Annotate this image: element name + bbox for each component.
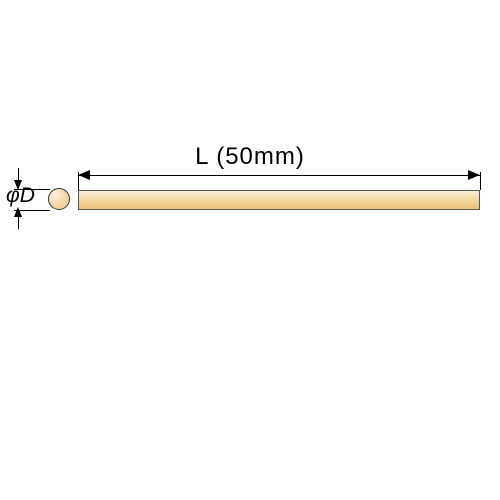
rod-end-view-circle [48, 188, 70, 210]
technical-diagram: L (50mm) φD [0, 0, 500, 500]
extension-line-right [480, 172, 481, 190]
rod-side-view [78, 190, 480, 210]
arrow-left-icon [78, 170, 90, 180]
length-dimension-label: L (50mm) [0, 143, 500, 171]
arrow-down-icon [14, 180, 22, 190]
arrow-up-icon [14, 207, 22, 217]
extension-line-left [78, 172, 79, 190]
length-dimension-line [78, 175, 480, 176]
arrow-right-icon [468, 170, 480, 180]
